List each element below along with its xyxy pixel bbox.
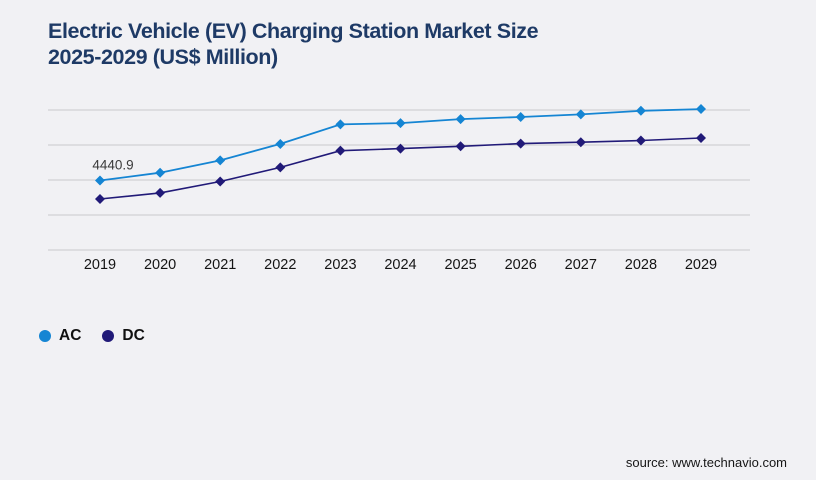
data-point-marker-dc-2026: [515, 138, 526, 149]
data-point-marker-ac-2019: [95, 175, 105, 186]
data-point-marker-ac-2024: [395, 118, 406, 129]
data-point-marker-dc-2029: [696, 133, 706, 143]
legend-item-ac: AC: [39, 327, 81, 345]
data-point-marker-ac-2021: [215, 155, 226, 166]
data-point-marker-ac-2022: [275, 138, 286, 149]
chart-title-line2: 2025-2029 (US$ Million): [48, 44, 278, 69]
legend-item-dc: DC: [102, 327, 145, 345]
data-point-marker-dc-2025: [455, 141, 466, 152]
data-point-marker-ac-2023: [335, 119, 346, 130]
data-point-marker-ac-2026: [515, 112, 526, 123]
data-point-marker-dc-2023: [335, 145, 346, 156]
legend-label-ac: AC: [59, 327, 82, 344]
chart-title-line1: Electric Vehicle (EV) Charging Station M…: [48, 19, 539, 43]
data-label-annotation: 4440.9: [92, 158, 133, 173]
x-tick-label-2027: 2027: [565, 257, 597, 273]
x-tick-label-2022: 2022: [264, 257, 296, 273]
data-point-marker-dc-2021: [215, 176, 226, 187]
x-tick-label-2025: 2025: [444, 257, 476, 273]
data-point-marker-dc-2028: [635, 135, 646, 146]
chart-title: Electric Vehicle (EV) Charging Station M…: [48, 19, 539, 70]
x-tick-label-2020: 2020: [144, 257, 176, 273]
data-point-marker-ac-2020: [155, 167, 166, 178]
legend-label-dc: DC: [122, 327, 145, 344]
x-tick-label-2029: 2029: [685, 257, 717, 273]
x-tick-label-2024: 2024: [384, 257, 416, 273]
x-tick-label-2021: 2021: [204, 257, 236, 273]
legend-dot-ac-icon: [39, 330, 51, 342]
data-point-marker-dc-2020: [155, 187, 166, 198]
data-point-marker-ac-2025: [455, 114, 466, 125]
data-point-marker-dc-2027: [575, 137, 586, 148]
chart-legend: AC DC: [39, 327, 145, 345]
x-tick-label-2019: 2019: [84, 257, 116, 273]
x-tick-label-2028: 2028: [625, 257, 657, 273]
data-point-marker-ac-2029: [696, 104, 706, 115]
x-tick-label-2026: 2026: [505, 257, 537, 273]
data-point-marker-dc-2022: [275, 162, 286, 173]
data-point-marker-dc-2024: [395, 143, 406, 154]
x-tick-label-2023: 2023: [324, 257, 356, 273]
data-point-marker-dc-2019: [95, 194, 105, 205]
source-credit: source: www.technavio.com: [625, 455, 787, 470]
data-point-marker-ac-2027: [575, 109, 586, 120]
legend-dot-dc-icon: [102, 330, 115, 342]
data-point-marker-ac-2028: [635, 105, 646, 116]
